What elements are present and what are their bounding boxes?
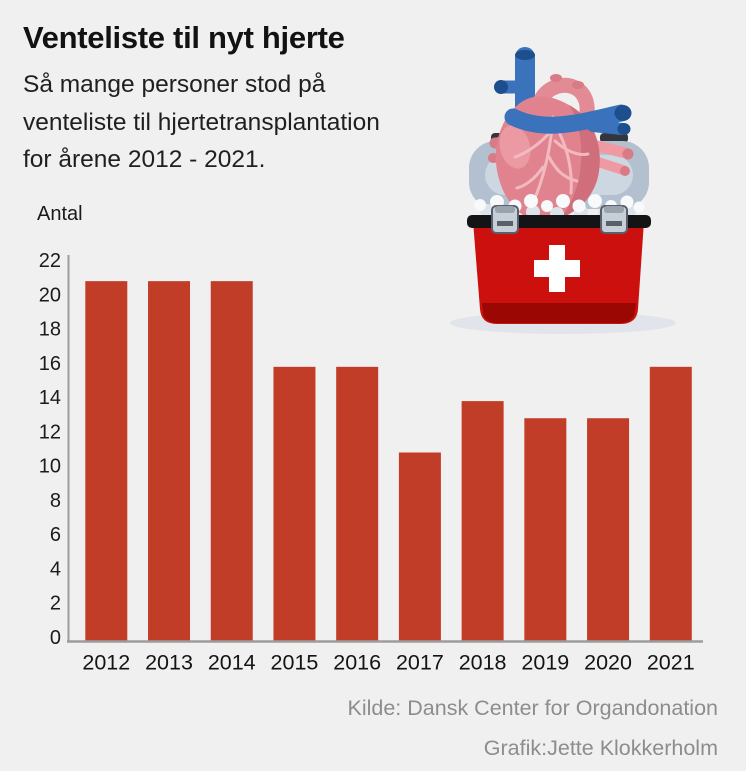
x-tick-label: 2021 <box>647 651 695 675</box>
y-tick-label: 2 <box>50 593 61 615</box>
y-tick-label: 8 <box>50 490 61 512</box>
x-tick-label: 2012 <box>82 651 130 675</box>
credit-text: Grafik:Jette Klokkerholm <box>483 736 718 760</box>
clasp-icon <box>600 205 628 234</box>
y-tick-label: 20 <box>39 284 61 306</box>
credits: Kilde: Dansk Center for Organdonation Gr… <box>348 688 719 768</box>
y-tick-label: 6 <box>50 524 61 546</box>
x-tick-label: 2014 <box>208 651 256 675</box>
bar-2012 <box>85 281 128 641</box>
bar-2013 <box>148 281 191 641</box>
y-tick-label: 22 <box>39 250 61 272</box>
x-tick-label: 2018 <box>459 651 507 675</box>
y-tick-label: 14 <box>39 387 61 409</box>
source-text: Kilde: Dansk Center for Organdonation <box>347 696 719 720</box>
y-tick-label: 10 <box>39 456 61 478</box>
clasp-icon <box>491 205 519 234</box>
x-tick-label: 2019 <box>521 651 569 675</box>
cooler-box-icon <box>467 205 651 324</box>
y-tick-label: 18 <box>39 319 61 341</box>
y-tick-label: 16 <box>39 353 61 375</box>
x-tick-label: 2020 <box>584 651 632 675</box>
y-axis-title: Antal <box>37 203 83 225</box>
y-tick-label: 0 <box>50 627 61 649</box>
bar-2017 <box>398 452 441 641</box>
page-title: Venteliste til nyt hjerte <box>23 20 345 55</box>
x-tick-label: 2013 <box>145 651 193 675</box>
y-tick-label: 12 <box>39 421 61 443</box>
heart-cooler-illustration <box>450 47 676 334</box>
x-tick-label: 2017 <box>396 651 444 675</box>
bar-2014 <box>210 281 253 641</box>
bar-2020 <box>587 418 630 641</box>
bar-2015 <box>273 366 316 641</box>
bar-2018 <box>461 401 504 641</box>
bar-2016 <box>336 366 379 641</box>
y-tick-label: 4 <box>50 558 61 580</box>
page-subtitle: Så mange personer stod på venteliste til… <box>23 71 380 173</box>
x-tick-label: 2015 <box>271 651 319 675</box>
bar-2021 <box>649 366 692 641</box>
x-tick-label: 2016 <box>333 651 381 675</box>
bar-2019 <box>524 418 567 641</box>
heart-icon <box>488 47 634 222</box>
medical-cross-icon <box>534 245 580 292</box>
